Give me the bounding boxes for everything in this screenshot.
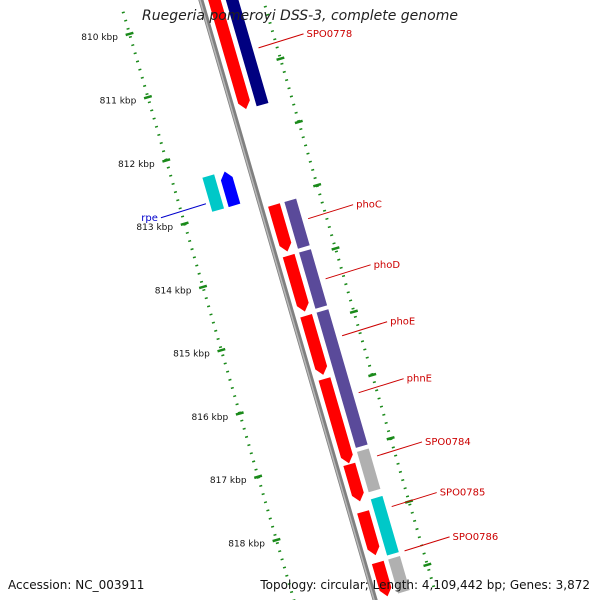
accession-label: Accession: NC_003911	[8, 578, 145, 592]
tick-label-811: 811 kbp	[100, 97, 137, 107]
tick-mark-right-811	[276, 56, 285, 61]
tick-mark-810	[125, 31, 134, 37]
genome-backbone-highlight	[199, 0, 377, 604]
gene-leader-SPO0785	[391, 492, 437, 508]
tick-mark-right-814	[331, 246, 340, 251]
gene-leader-SPO0786	[404, 536, 450, 552]
genome-summary: Topology: circular; Length: 4,109,442 bp…	[260, 578, 590, 592]
tick-mark-818	[272, 537, 281, 543]
tick-mark-right-817	[386, 435, 395, 441]
gene-label-phoE: phoE	[390, 317, 415, 328]
gene-leader-SPO0784	[376, 441, 423, 457]
tick-label-814: 814 kbp	[155, 286, 192, 296]
gene-leader-phoD	[325, 264, 371, 280]
gene-label-SPO0778: SPO0778	[307, 29, 353, 40]
cds-feature-5	[283, 197, 311, 250]
tick-mark-816	[235, 411, 244, 416]
cds-feature-3	[220, 170, 242, 209]
gene-label-rpe: rpe	[141, 213, 158, 224]
cds-feature-16	[387, 555, 411, 595]
tick-label-812: 812 kbp	[118, 160, 155, 170]
cds-feature-9	[315, 308, 369, 449]
cds-feature-11	[342, 461, 365, 503]
cds-feature-4	[267, 202, 293, 253]
cds-feature-7	[298, 248, 329, 310]
scale-dotted-line-left	[121, 11, 297, 604]
cds-feature-8	[299, 313, 328, 377]
cds-feature-14	[369, 494, 400, 557]
map-title: Ruegeria pomeroyi DSS-3, complete genome	[142, 8, 458, 24]
cds-feature-13	[356, 509, 381, 557]
cds-feature-2	[201, 173, 225, 213]
gene-label-phoD: phoD	[374, 260, 401, 271]
cds-feature-0	[207, 0, 251, 111]
gene-label-SPO0784: SPO0784	[425, 437, 471, 448]
gene-leader-phnE	[358, 378, 404, 394]
gene-label-phoC: phoC	[356, 200, 382, 211]
tick-mark-right-813	[312, 182, 322, 188]
tick-mark-813	[180, 221, 189, 227]
gene-leader-phoE	[341, 321, 388, 337]
gene-leader-rpe	[160, 203, 207, 219]
cds-feature-15	[370, 559, 393, 598]
cds-feature-1	[224, 0, 270, 108]
tick-label-817: 817 kbp	[210, 476, 247, 486]
tick-label-816: 816 kbp	[192, 413, 229, 423]
gene-leader-SPO0778	[258, 33, 304, 49]
tick-mark-812	[162, 158, 171, 163]
tick-mark-817	[253, 474, 263, 480]
cds-feature-12	[356, 447, 382, 494]
tick-mark-right-812	[294, 119, 303, 125]
tick-mark-815	[217, 347, 226, 353]
tick-mark-right-819	[423, 562, 432, 568]
tick-mark-811	[143, 94, 153, 100]
gene-leader-phoC	[307, 204, 354, 220]
cds-feature-6	[281, 252, 310, 313]
gene-label-phnE: phnE	[407, 374, 432, 385]
tick-mark-right-815	[349, 309, 359, 315]
tick-label-813: 813 kbp	[136, 223, 173, 233]
cds-feature-10	[317, 376, 354, 465]
gene-label-SPO0786: SPO0786	[453, 532, 499, 543]
genome-backbone	[198, 0, 379, 604]
tick-label-810: 810 kbp	[81, 33, 118, 43]
tick-mark-814	[198, 284, 208, 290]
gene-label-SPO0785: SPO0785	[440, 488, 486, 499]
tick-mark-right-816	[368, 372, 377, 378]
tick-label-815: 815 kbp	[173, 350, 210, 360]
tick-label-818: 818 kbp	[228, 539, 265, 549]
